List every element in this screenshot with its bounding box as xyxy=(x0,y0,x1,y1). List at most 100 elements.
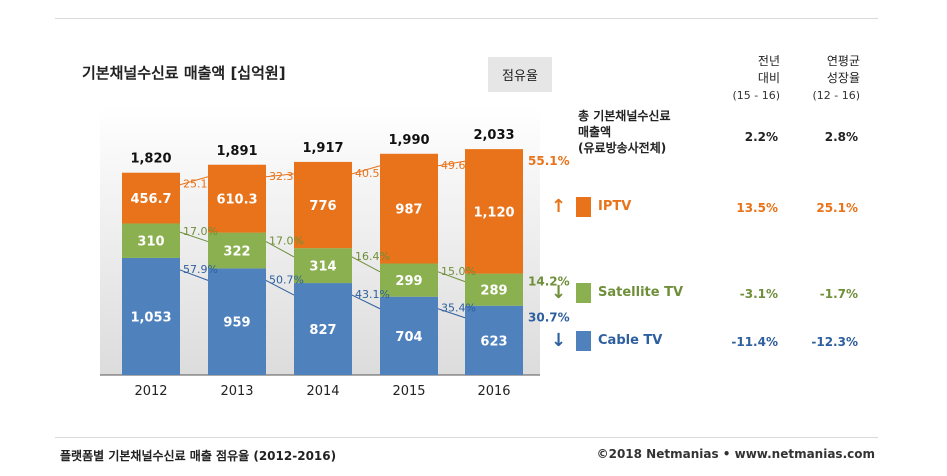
cagr-header-line2: 성장율 xyxy=(826,71,860,85)
share-trend-line xyxy=(437,271,466,283)
bar-value-label: 987 xyxy=(395,203,422,218)
down-arrow-icon: ↓ xyxy=(551,330,567,351)
iptv-bar xyxy=(294,161,352,249)
share-percent-label: 49.6% xyxy=(441,159,476,172)
bar-value-label: 827 xyxy=(309,323,336,338)
x-tick-label: 2012 xyxy=(134,384,167,399)
share-trend-line xyxy=(179,176,209,186)
bar-total-label: 1,990 xyxy=(388,133,429,148)
iptv-yoy-value: 13.5% xyxy=(736,201,778,215)
cable-legend-label: Cable TV xyxy=(598,333,663,348)
bar-value-label: 310 xyxy=(137,235,164,250)
x-tick-label: 2014 xyxy=(306,384,339,399)
iptv-bar xyxy=(208,164,266,233)
cable-tv-bar xyxy=(208,268,266,375)
cable-yoy-value: -11.4% xyxy=(731,335,778,349)
cable-tv-bar xyxy=(294,283,352,375)
share-percent-label: 50.7% xyxy=(269,273,304,286)
bar-total-label: 1,891 xyxy=(216,144,257,159)
bar-value-label: 704 xyxy=(395,330,422,345)
share-button[interactable]: 점유율 xyxy=(488,57,552,92)
cable-cagr-value: -12.3% xyxy=(811,335,858,349)
bar-value-label: 610.3 xyxy=(216,193,257,208)
total-cagr-value: 2.8% xyxy=(824,130,858,144)
share-trend-line xyxy=(437,308,466,319)
share-percent-label: 16.4% xyxy=(355,250,390,263)
yoy-column-header: 전년 대비 (15 - 16) xyxy=(710,53,780,104)
bar-value-label: 314 xyxy=(309,260,336,275)
share-percent-label: 43.1% xyxy=(355,288,390,301)
iptv-bar xyxy=(380,153,438,264)
satellite-tv-bar xyxy=(208,232,266,269)
footer-caption: 플랫폼별 기본채널수신료 매출 점유율 (2012-2016) xyxy=(60,449,337,463)
share-percent-label: 57.9% xyxy=(183,263,218,276)
share-trend-line xyxy=(351,294,381,310)
top-divider xyxy=(55,18,878,19)
bar-value-label: 322 xyxy=(223,244,250,259)
share-percent-label: 14.2% xyxy=(528,275,570,289)
yoy-header-line1: 전년 xyxy=(757,54,780,68)
share-percent-label: 35.4% xyxy=(441,302,476,315)
share-percent-label: 17.0% xyxy=(183,225,218,238)
share-trend-line xyxy=(351,256,381,273)
satellite-cagr-value: -1.7% xyxy=(819,287,858,301)
cable-tv-bar xyxy=(380,296,438,375)
total-revenue-label: 총 기본채널수신료 매출액 (유료방송사전체) xyxy=(578,108,671,156)
share-percent-label: 15.0% xyxy=(441,265,476,278)
x-tick-label: 2013 xyxy=(220,384,253,399)
x-tick-label: 2016 xyxy=(477,384,510,399)
iptv-bar xyxy=(465,149,523,274)
iptv-legend-label: IPTV xyxy=(598,199,632,214)
total-label-line3: (유료방송사전체) xyxy=(578,141,667,155)
satellite-tv-bar xyxy=(465,273,523,306)
cable-legend-swatch xyxy=(576,331,591,351)
share-percent-label: 25.1% xyxy=(183,178,218,191)
satellite-tv-bar xyxy=(380,263,438,297)
share-trend-line xyxy=(437,160,466,167)
up-arrow-icon: ↑ xyxy=(551,196,567,217)
cagr-column-header: 연평균 성장율 (12 - 16) xyxy=(790,53,860,104)
share-trend-line xyxy=(265,173,295,178)
share-trend-line xyxy=(179,269,209,281)
yoy-header-line3: (15 - 16) xyxy=(732,89,780,102)
share-trend-line xyxy=(179,231,209,243)
yoy-header-line2: 대비 xyxy=(757,71,780,85)
down-arrow-icon: ↓ xyxy=(551,282,567,303)
bar-value-label: 456.7 xyxy=(130,192,171,207)
total-label-line1: 총 기본채널수신료 xyxy=(578,109,671,123)
iptv-bar xyxy=(122,172,180,224)
share-trend-line xyxy=(351,165,381,175)
share-percent-label: 30.7% xyxy=(528,311,570,325)
bar-value-label: 1,053 xyxy=(130,310,171,325)
iptv-cagr-value: 25.1% xyxy=(816,201,858,215)
satellite-tv-bar xyxy=(122,223,180,258)
satellite-legend-label: Satellite TV xyxy=(598,285,684,300)
footer-credit: ©2018 Netmanias • www.netmanias.com xyxy=(596,447,875,461)
satellite-legend-swatch xyxy=(576,283,591,303)
bar-value-label: 1,120 xyxy=(473,205,514,220)
share-trend-line xyxy=(265,241,295,258)
bar-value-label: 299 xyxy=(395,274,422,289)
chart-title: 기본채널수신료 매출액 [십억원] xyxy=(82,64,286,82)
cagr-header-line1: 연평균 xyxy=(826,54,860,68)
bar-total-label: 2,033 xyxy=(473,128,514,143)
x-tick-label: 2015 xyxy=(392,384,425,399)
bar-value-label: 623 xyxy=(480,334,507,349)
iptv-legend-swatch xyxy=(576,197,591,217)
bar-value-label: 959 xyxy=(223,316,250,331)
share-percent-label: 40.5% xyxy=(355,167,390,180)
share-percent-label: 17.0% xyxy=(269,235,304,248)
cable-tv-bar xyxy=(465,305,523,375)
total-label-line2: 매출액 xyxy=(578,125,612,139)
cagr-header-line3: (12 - 16) xyxy=(812,89,860,102)
total-yoy-value: 2.2% xyxy=(744,130,778,144)
bar-value-label: 289 xyxy=(480,284,507,299)
bar-value-label: 776 xyxy=(309,199,336,214)
share-trend-line xyxy=(265,279,295,296)
share-percent-label: 32.3% xyxy=(269,170,304,183)
bar-total-label: 1,917 xyxy=(302,141,343,156)
satellite-tv-bar xyxy=(294,248,352,284)
bottom-divider xyxy=(55,437,878,438)
share-percent-label: 55.1% xyxy=(528,154,570,168)
